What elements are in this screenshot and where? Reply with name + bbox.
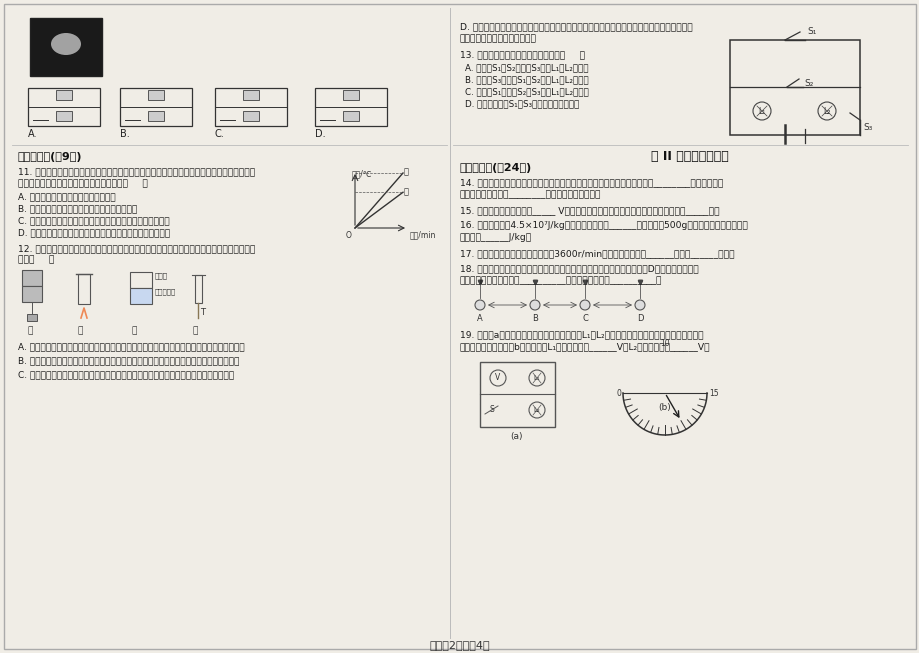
Text: D. 在丁图中，金属管装有少量乙醚，迅速拉动缠在金属管外的皮绳，可使橡皮塞从管口飞出，: D. 在丁图中，金属管装有少量乙醚，迅速拉动缠在金属管外的皮绳，可使橡皮塞从管口… (460, 22, 692, 31)
Text: A: A (477, 314, 482, 323)
Text: D.: D. (314, 129, 325, 139)
Text: C.: C. (215, 129, 224, 139)
Bar (243, 111, 259, 121)
Text: C. 加热相同的时间，甲液体吸收的热量大于乙液体吸收的热量: C. 加热相同的时间，甲液体吸收的热量大于乙液体吸收的热量 (18, 216, 169, 225)
Text: 丙: 丙 (131, 326, 137, 335)
Text: 三、填空题(兲24分): 三、填空题(兲24分) (460, 163, 532, 173)
Text: 乙: 乙 (78, 326, 84, 335)
Text: 丁: 丁 (193, 326, 199, 335)
Text: L₂: L₂ (823, 106, 830, 116)
Text: 11. 两个相同的容器分别装满了质量相等的甲、乙两种液体，用同一热源分别加热，液体温度与: 11. 两个相同的容器分别装满了质量相等的甲、乙两种液体，用同一热源分别加热，液… (18, 167, 255, 176)
Text: 第 II 卷（非选择题）: 第 II 卷（非选择题） (651, 150, 728, 163)
Text: (a): (a) (510, 432, 523, 441)
Text: 19. 如图（a）所示电路，当闭合开关后，灯泡L₁和L₂都发光，这时两只电压表的指针偏转角度: 19. 如图（a）所示电路，当闭合开关后，灯泡L₁和L₂都发光，这时两只电压表的… (460, 330, 703, 339)
Text: B. 在乙图中，试管内的水汸腾后，水蔯气将软木塞推出，水蔯气内能转化为软木塞的机械能: B. 在乙图中，试管内的水汸腾后，水蔯气将软木塞推出，水蔯气内能转化为软木塞的机… (18, 356, 239, 365)
Text: T: T (199, 308, 205, 317)
Text: B: B (531, 314, 538, 323)
Bar (130, 272, 152, 288)
Text: 13. 对如图所示电路的分析，正确的是（     ）: 13. 对如图所示电路的分析，正确的是（ ） (460, 50, 584, 59)
Circle shape (529, 300, 539, 310)
Bar (195, 275, 202, 303)
Text: 的热値是______J/kg。: 的热値是______J/kg。 (460, 233, 532, 242)
Text: 一二氧化氮: 一二氧化氮 (154, 289, 176, 295)
Bar (56, 90, 72, 100)
Bar (215, 88, 287, 126)
Text: 15. 我国家庭电路的电压为_____ V，各班教室内的有线扬声器（广播）的连接方式是_____联。: 15. 我国家庭电路的电压为_____ V，各班教室内的有线扬声器（广播）的连接… (460, 206, 719, 215)
Bar (148, 90, 164, 100)
Text: 相同，指针位置为图（b）所示，则L₁两端的电压为______V，L₂两端的电压为______V。: 相同，指针位置为图（b）所示，则L₁两端的电压为______V，L₂两端的电压为… (460, 342, 709, 351)
Text: 个球中，一定带正电的是__________；可能不带电的是__________。: 个球中，一定带正电的是__________；可能不带电的是__________。 (460, 276, 662, 285)
Text: 0: 0 (616, 389, 620, 398)
Text: 18. 如图所示，为四个用细线悬挂的橡皮塑料小球之间相互作用的情况，若D球带负电，另外三: 18. 如图所示，为四个用细线悬挂的橡皮塑料小球之间相互作用的情况，若D球带负电… (460, 264, 698, 273)
Text: L₁: L₁ (533, 375, 539, 381)
Text: C. 在丙图中，抽去玻璃隔板后，两瓶中的气体逐渐混合，这说明上面瓶中的空气密度较大: C. 在丙图中，抽去玻璃隔板后，两瓶中的气体逐渐混合，这说明上面瓶中的空气密度较… (18, 370, 233, 379)
Text: D. 只要同时闭合S₁、S₃，就会出现短路现象: D. 只要同时闭合S₁、S₃，就会出现短路现象 (464, 99, 579, 108)
Bar (480, 362, 554, 427)
Bar (243, 90, 259, 100)
Text: L₁: L₁ (757, 106, 765, 116)
Circle shape (579, 300, 589, 310)
Text: 二、多选题(兲9分): 二、多选题(兲9分) (18, 152, 83, 162)
Text: 说明外力做功使乙醚内能增加了: 说明外力做功使乙醚内能增加了 (460, 34, 537, 43)
Text: A. 在甲图中，压紧的两鰛块，下面悬挂相同的砲码不分开，说明此时鰛块分子之间只存在引力: A. 在甲图中，压紧的两鰛块，下面悬挂相同的砲码不分开，说明此时鰛块分子之间只存… (18, 342, 244, 351)
Bar (22, 270, 42, 286)
Bar (27, 314, 37, 321)
Text: 答案刄2页，兲4页: 答案刄2页，兲4页 (429, 640, 490, 650)
Bar (28, 88, 100, 126)
Text: D: D (636, 314, 642, 323)
Text: O: O (346, 231, 352, 240)
Text: 14. 「摩手可热」与「钒木取火」，从物体内能改变的方式来说，前者是通过________方式改变物体: 14. 「摩手可热」与「钒木取火」，从物体内能改变的方式来说，前者是通过____… (460, 178, 722, 187)
Text: B.: B. (119, 129, 130, 139)
Text: 的内能；后者是通过________方式改变物体的内能。: 的内能；后者是通过________方式改变物体的内能。 (460, 190, 601, 199)
Text: D. 加热相同的时间，甲液体温度升高的比乙液体温度升高的多: D. 加热相同的时间，甲液体温度升高的比乙液体温度升高的多 (18, 228, 170, 237)
Text: 乙: 乙 (403, 188, 409, 197)
Bar (343, 90, 358, 100)
Text: 甲: 甲 (28, 326, 33, 335)
Text: 17. 一台四冲程的汽油机飞轮的转数3600r/min，则每秒活塞来回______次，做______次功。: 17. 一台四冲程的汽油机飞轮的转数3600r/min，则每秒活塞来回_____… (460, 249, 734, 258)
Text: 16. 汽油的热値是4.5×10⁷J/kg，它的物理意义是______，现有汽油500g，若燃烧一半，剩余汽油: 16. 汽油的热値是4.5×10⁷J/kg，它的物理意义是______，现有汽油… (460, 221, 747, 230)
Circle shape (634, 300, 644, 310)
Text: 加热时间关系如图所示，下列说法正确的是（     ）: 加热时间关系如图所示，下列说法正确的是（ ） (18, 179, 148, 188)
Text: C. 当断开S₁，闭合S₂、S₃时，L₁与L₂为串联: C. 当断开S₁，闭合S₂、S₃时，L₁与L₂为串联 (464, 87, 588, 96)
Text: 时间/min: 时间/min (410, 230, 436, 239)
Text: V: V (494, 374, 500, 383)
Bar (56, 111, 72, 121)
Text: 甲: 甲 (403, 168, 409, 176)
Text: A. 甲液体的比热容小于乙液体的比热容: A. 甲液体的比热容小于乙液体的比热容 (18, 192, 116, 201)
Text: S: S (489, 406, 494, 415)
Bar (148, 111, 164, 121)
Bar (119, 88, 192, 126)
Text: S₁: S₁ (806, 27, 815, 37)
Text: C: C (582, 314, 587, 323)
Text: A.: A. (28, 129, 38, 139)
Bar (343, 111, 358, 121)
Text: 15: 15 (709, 389, 718, 398)
Bar (130, 288, 152, 304)
Text: (b): (b) (658, 403, 671, 412)
Bar (78, 274, 90, 304)
Text: 一空气: 一空气 (154, 273, 168, 279)
Text: S₂: S₂ (803, 78, 812, 88)
Bar (22, 286, 42, 302)
Ellipse shape (51, 33, 81, 55)
Text: B. 当断开S₃，闭合S₁、S₂时，L₁与L₂为并联: B. 当断开S₃，闭合S₁、S₂时，L₁与L₂为并联 (464, 75, 588, 84)
Text: 10: 10 (660, 339, 669, 348)
Bar (729, 40, 859, 135)
Text: 温度/℃: 温度/℃ (352, 169, 372, 178)
Text: 12. 如图所示的装置展示的实验情景中，通过发生的现象，能说明一些物理知识，下列说法正确: 12. 如图所示的装置展示的实验情景中，通过发生的现象，能说明一些物理知识，下列… (18, 244, 255, 253)
Bar (314, 88, 387, 126)
Bar (30, 18, 102, 76)
Circle shape (474, 300, 484, 310)
Text: L₂: L₂ (533, 407, 539, 413)
Text: A. 当断开S₁、S₂，闭合S₃时，L₁与L₂为并联: A. 当断开S₁、S₂，闭合S₃时，L₁与L₂为并联 (464, 63, 588, 72)
Text: S₃: S₃ (862, 123, 871, 131)
Text: B. 如果升高相同的温度，两液体吸收的热量相同: B. 如果升高相同的温度，两液体吸收的热量相同 (18, 204, 137, 213)
Text: 的是（     ）: 的是（ ） (18, 255, 54, 264)
